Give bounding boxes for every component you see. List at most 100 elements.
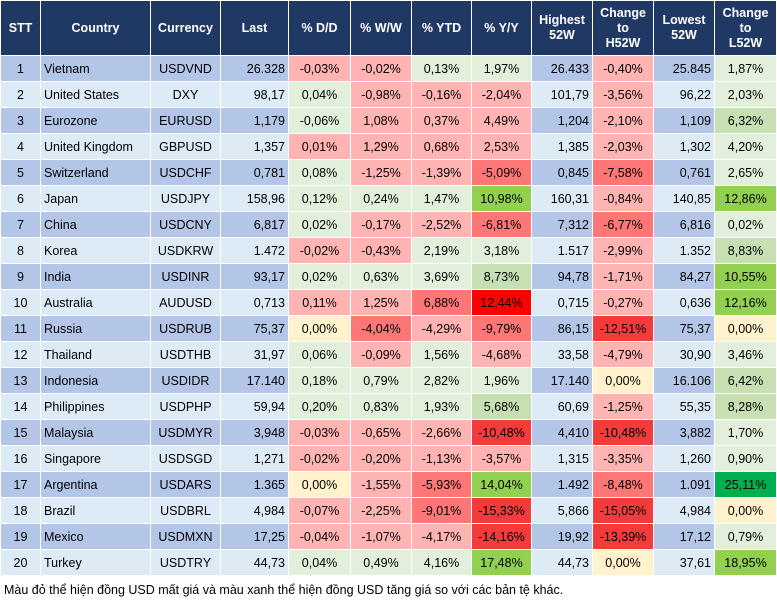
cell-highest-52w: 44,73 [531,549,593,576]
cell-lowest-52w: 6,816 [653,211,715,238]
cell-stt: 5 [0,159,41,186]
cell-stt: 17 [0,471,41,498]
table-header: STT Country Currency Last% D/D% W/W% YTD% Y… [0,0,777,56]
cell-country: Russia [40,315,151,342]
cell-highest-52w: 19,92 [531,523,593,550]
cell-highest-52w: 94,78 [531,263,593,290]
cell-pct-ytd: -2,66% [411,419,472,446]
cell-change-to-h52w: -2,03% [592,133,654,160]
cell-stt: 7 [0,211,41,238]
cell-pct-ww: -0,43% [350,237,412,264]
cell-highest-52w: 1,315 [531,445,593,472]
cell-lowest-52w: 0,761 [653,159,715,186]
cell-pct-yy: 14,04% [471,471,532,498]
cell-highest-52w: 1.492 [531,471,593,498]
cell-currency: EURUSD [150,107,221,134]
cell-highest-52w: 160,31 [531,185,593,212]
cell-pct-dd: 0,00% [288,471,351,498]
cell-pct-ww: 1,08% [350,107,412,134]
cell-currency: GBPUSD [150,133,221,160]
cell-pct-ww: 0,83% [350,393,412,420]
cell-change-to-h52w: -2,10% [592,107,654,134]
table-row: 16 Singapore USDSGD 1,271 -0,02% -0,20% -1,13%… [0,445,777,472]
cell-pct-ww: -0,02% [350,55,412,82]
cell-change-to-l52w: 12,16% [714,289,777,316]
cell-stt: 6 [0,185,41,212]
cell-change-to-l52w: 0,00% [714,497,777,524]
cell-change-to-h52w: -3,35% [592,445,654,472]
cell-stt: 11 [0,315,41,342]
table-row: 10 Australia AUDUSD 0,713 0,11% 1,25% 6,88% 12,… [0,289,777,316]
cell-last: 0,713 [220,289,289,316]
header-last: Last [220,0,289,56]
cell-pct-dd: -0,04% [288,523,351,550]
cell-last: 0,781 [220,159,289,186]
cell-last: 4,984 [220,497,289,524]
table-row: 12 Thailand USDTHB 31,97 0,06% -0,09% 1,56% -4,… [0,341,777,368]
cell-highest-52w: 101,79 [531,81,593,108]
cell-last: 44,73 [220,549,289,576]
cell-change-to-h52w: -15,05% [592,497,654,524]
header-currency: Currency [150,0,221,56]
cell-pct-ww: -0,09% [350,341,412,368]
cell-change-to-l52w: 0,02% [714,211,777,238]
cell-pct-ytd: 6,88% [411,289,472,316]
cell-lowest-52w: 1.091 [653,471,715,498]
cell-last: 26.328 [220,55,289,82]
cell-pct-ytd: -9,01% [411,497,472,524]
cell-pct-ytd: 4,16% [411,549,472,576]
cell-last: 6,817 [220,211,289,238]
cell-pct-dd: 0,02% [288,211,351,238]
cell-change-to-l52w: 18,95% [714,549,777,576]
cell-currency: USDJPY [150,185,221,212]
cell-last: 3,948 [220,419,289,446]
cell-currency: USDMYR [150,419,221,446]
cell-lowest-52w: 37,61 [653,549,715,576]
cell-highest-52w: 4,410 [531,419,593,446]
table-row: 4 United Kingdom GBPUSD 1,357 0,01% 1,29% 0,68… [0,133,777,160]
cell-pct-yy: -15,33% [471,497,532,524]
cell-pct-yy: -2,04% [471,81,532,108]
cell-currency: USDVND [150,55,221,82]
cell-pct-ytd: -5,93% [411,471,472,498]
table-row: 18 Brazil USDBRL 4,984 -0,07% -2,25% -9,01% -15… [0,497,777,524]
cell-change-to-h52w: -3,56% [592,81,654,108]
cell-pct-dd: -0,03% [288,55,351,82]
cell-pct-ww: 1,29% [350,133,412,160]
cell-highest-52w: 0,715 [531,289,593,316]
cell-change-to-l52w: 12,86% [714,185,777,212]
cell-change-to-l52w: 6,42% [714,367,777,394]
table-row: 15 Malaysia USDMYR 3,948 -0,03% -0,65% -2,66% -… [0,419,777,446]
cell-pct-dd: 0,04% [288,549,351,576]
cell-change-to-h52w: -1,71% [592,263,654,290]
cell-last: 1,271 [220,445,289,472]
cell-pct-ww: 0,49% [350,549,412,576]
cell-stt: 4 [0,133,41,160]
cell-currency: USDINR [150,263,221,290]
cell-stt: 14 [0,393,41,420]
cell-change-to-h52w: -1,25% [592,393,654,420]
cell-currency: USDKRW [150,237,221,264]
cell-change-to-l52w: 8,83% [714,237,777,264]
header-pct-yy: % Y/Y [471,0,532,56]
cell-highest-52w: 33,58 [531,341,593,368]
cell-lowest-52w: 3,882 [653,419,715,446]
cell-pct-ytd: -1,39% [411,159,472,186]
cell-currency: USDTRY [150,549,221,576]
cell-currency: USDCHF [150,159,221,186]
cell-pct-ww: 0,24% [350,185,412,212]
cell-stt: 2 [0,81,41,108]
cell-country: Singapore [40,445,151,472]
cell-change-to-l52w: 8,28% [714,393,777,420]
cell-country: Argentina [40,471,151,498]
cell-change-to-h52w: -0,84% [592,185,654,212]
cell-country: China [40,211,151,238]
header-country: Country [40,0,151,56]
cell-pct-ytd: 1,56% [411,341,472,368]
cell-pct-ytd: 1,47% [411,185,472,212]
cell-currency: USDCNY [150,211,221,238]
cell-country: Turkey [40,549,151,576]
cell-lowest-52w: 25.845 [653,55,715,82]
cell-change-to-l52w: 0,00% [714,315,777,342]
cell-change-to-l52w: 2,03% [714,81,777,108]
